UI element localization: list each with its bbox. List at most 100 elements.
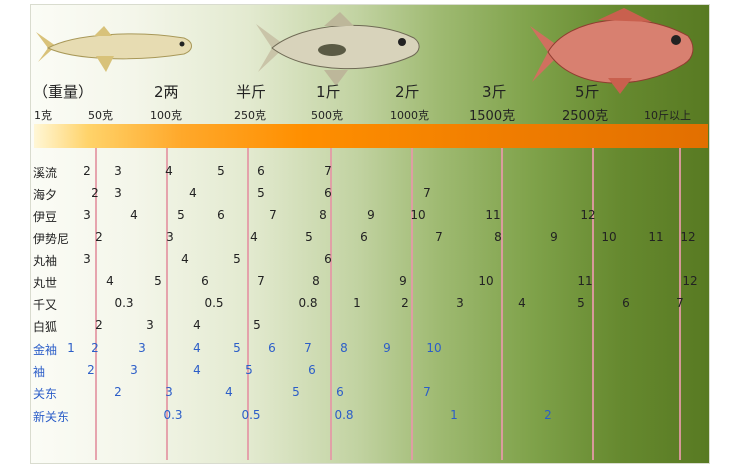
row-label-xiliu: 溪流: [33, 166, 58, 180]
gram-label-50g: 50克: [88, 109, 113, 122]
hook-size-value: 4: [225, 385, 233, 399]
gram-label-over-10-jin: 10斤以上: [644, 109, 691, 122]
hook-size-value: 3: [83, 252, 91, 266]
weight-label-half-jin: 半斤: [236, 83, 267, 101]
row-label-maruxiu: 丸袖: [33, 254, 58, 268]
grid-line: [679, 148, 681, 460]
weight-label-5-jin: 5斤: [575, 83, 600, 101]
hook-size-value: 5: [177, 208, 185, 222]
hook-size-value: 7: [324, 164, 332, 178]
gram-label-1g: 1克: [34, 109, 52, 122]
hook-size-value: 9: [383, 341, 391, 355]
hook-size-value: 12: [682, 274, 698, 288]
hook-size-value: 12: [680, 230, 696, 244]
hook-size-value: 9: [367, 208, 375, 222]
hook-size-value: 12: [580, 208, 596, 222]
hook-size-value: 1: [353, 296, 361, 310]
carp-fish-illustration: [256, 12, 420, 86]
hook-size-value: 7: [269, 208, 277, 222]
hook-size-value: 10: [601, 230, 617, 244]
hook-size-value: 11: [648, 230, 664, 244]
hook-size-value: 2: [91, 186, 99, 200]
hook-size-value: 5: [233, 341, 241, 355]
hook-size-value: 0.5: [241, 408, 261, 422]
hook-size-value: 10: [478, 274, 494, 288]
grid-line: [411, 148, 413, 460]
hook-size-value: 3: [114, 186, 122, 200]
hook-size-value: 4: [106, 274, 114, 288]
hook-size-value: 6: [217, 208, 225, 222]
hook-size-value: 3: [130, 363, 138, 377]
weight-label-2-jin: 2斤: [395, 83, 420, 101]
hook-size-value: 5: [257, 186, 265, 200]
hook-size-value: 10: [426, 341, 442, 355]
weight-label-1-jin: 1斤: [316, 83, 341, 101]
gram-label-100g: 100克: [150, 109, 182, 122]
hook-size-value: 2: [91, 341, 99, 355]
grid-line: [330, 148, 332, 460]
grid-line: [592, 148, 594, 460]
hook-size-value: 7: [423, 385, 431, 399]
hook-size-value: 0.3: [163, 408, 183, 422]
row-label-maruse: 丸世: [33, 276, 58, 290]
hook-size-value: 3: [83, 208, 91, 222]
hook-size-value: 6: [268, 341, 276, 355]
hook-size-value: 5: [154, 274, 162, 288]
hook-size-value: 5: [245, 363, 253, 377]
hook-size-value: 5: [217, 164, 225, 178]
gram-label-1000g: 1000克: [390, 109, 429, 122]
hook-size-value: 2: [401, 296, 409, 310]
hook-size-value: 3: [146, 318, 154, 332]
hook-size-value: 7: [304, 341, 312, 355]
hook-size-value: 4: [193, 318, 201, 332]
hook-size-value: 10: [410, 208, 426, 222]
hook-size-value: 3: [138, 341, 146, 355]
row-label-izu: 伊豆: [33, 210, 58, 224]
slim-fish-illustration: [36, 26, 192, 72]
hook-size-value: 6: [360, 230, 368, 244]
grid-line: [166, 148, 168, 460]
hook-size-value: 0.8: [334, 408, 354, 422]
hook-size-value: 5: [292, 385, 300, 399]
hook-size-value: 4: [181, 252, 189, 266]
gram-label-2500g: 2500克: [562, 109, 609, 124]
weight-label-2liang: 2两: [154, 83, 179, 101]
hook-size-value: 9: [399, 274, 407, 288]
hook-size-value: 5: [305, 230, 313, 244]
hook-size-value: 2: [114, 385, 122, 399]
gram-label-250g: 250克: [234, 109, 266, 122]
hook-size-value: 3: [165, 385, 173, 399]
weight-label-unit: （重量）: [33, 83, 94, 101]
row-label-iseni: 伊势尼: [33, 232, 70, 246]
grid-line: [247, 148, 249, 460]
hook-size-value: 4: [130, 208, 138, 222]
hook-size-value: 4: [193, 341, 201, 355]
hook-size-value: 8: [340, 341, 348, 355]
hook-size-value: 8: [494, 230, 502, 244]
hook-size-value: 4: [518, 296, 526, 310]
hook-size-value: 2: [544, 408, 552, 422]
hook-size-value: 5: [577, 296, 585, 310]
gram-label-500g: 500克: [311, 109, 343, 122]
hook-size-value: 7: [676, 296, 684, 310]
grid-line: [95, 148, 97, 460]
hook-size-value: 1: [450, 408, 458, 422]
hook-size-value: 2: [87, 363, 95, 377]
hook-size-value: 3: [114, 164, 122, 178]
hook-size-value: 11: [485, 208, 501, 222]
red-snapper-illustration: [530, 8, 694, 94]
hook-size-value: 7: [435, 230, 443, 244]
weight-scale-bar: [34, 124, 708, 148]
row-label-sode: 袖: [33, 365, 46, 379]
hook-size-value: 7: [423, 186, 431, 200]
hook-size-value: 3: [166, 230, 174, 244]
hook-size-value: 5: [253, 318, 261, 332]
hook-size-value: 9: [550, 230, 558, 244]
hook-size-value: 6: [622, 296, 630, 310]
grid-line: [501, 148, 503, 460]
hook-size-value: 8: [312, 274, 320, 288]
hook-size-value: 0.8: [298, 296, 318, 310]
row-label-chinu: 千又: [33, 298, 58, 312]
weight-label-3-jin: 3斤: [482, 83, 507, 101]
